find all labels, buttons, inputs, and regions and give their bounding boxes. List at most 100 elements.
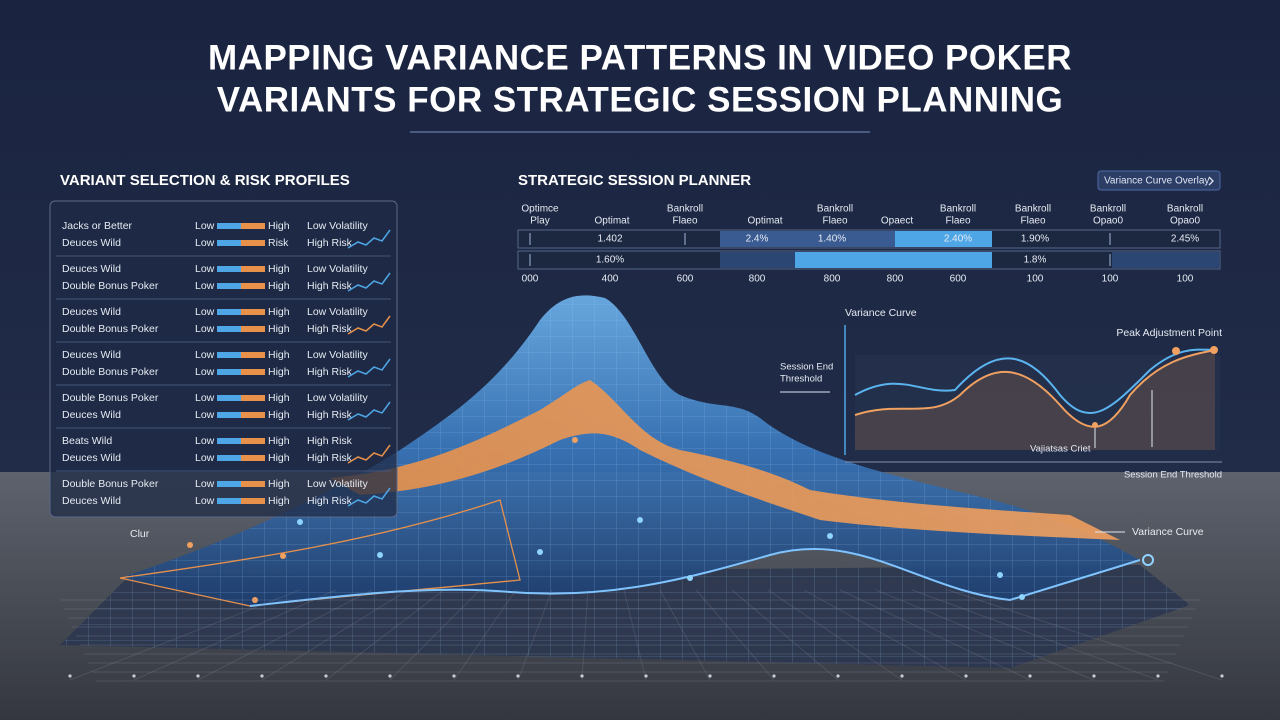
risk-bar-low: [217, 481, 241, 487]
floor-dot: [324, 674, 328, 678]
scale-label: 800: [749, 274, 766, 285]
variant-name: Deuces Wild: [62, 409, 121, 421]
cell: 1.90%: [1021, 234, 1049, 245]
curve-orange: [854, 349, 1216, 428]
floor-dot: [1220, 674, 1224, 678]
floor-dot: [644, 674, 648, 678]
floor-dot: [1028, 674, 1032, 678]
dot: [377, 552, 383, 558]
risk-bar-high: [241, 481, 265, 487]
risk-profile: High Risk: [307, 409, 353, 421]
risk-bar-high: [241, 223, 265, 229]
floor-grid: [325, 589, 445, 681]
cell: 1.60%: [596, 255, 624, 266]
variant-name: Double Bonus Poker: [62, 478, 159, 490]
low-label: Low: [195, 495, 215, 507]
column-header: Bankroll: [667, 204, 703, 215]
risk-profile: Low Volatility: [307, 263, 368, 275]
floor-grid: [659, 589, 711, 681]
variant-name: Deuces Wild: [62, 306, 121, 318]
panel-title: VARIANT SELECTION & RISK PROFILES: [60, 172, 350, 189]
column-header: Bankroll: [817, 204, 853, 215]
floor-grid: [947, 589, 1223, 681]
floor-grid: [911, 589, 1159, 681]
column-header: Opaect: [881, 216, 913, 227]
variant-name: Deuces Wild: [62, 237, 121, 249]
curve-label: Session End Threshold: [1124, 470, 1222, 481]
low-label: Low: [195, 452, 215, 464]
title-line: VARIANTS FOR STRATEGIC SESSION PLANNING: [217, 80, 1064, 119]
risk-bar-low: [217, 498, 241, 504]
variant-name: Deuces Wild: [62, 495, 121, 507]
dot: [687, 575, 693, 581]
risk-profile: High Risk: [307, 452, 353, 464]
risk-profile: Low Volatility: [307, 306, 368, 318]
risk-bar-low: [217, 326, 241, 332]
dot: [297, 519, 303, 525]
floor-dot: [68, 674, 72, 678]
risk-bar-low: [217, 455, 241, 461]
dot: [252, 597, 258, 603]
dot: [1019, 594, 1025, 600]
dot: [280, 553, 286, 559]
curve-label: Vajiatsas Criet: [1030, 444, 1091, 455]
floor-grid: [695, 589, 775, 681]
risk-profile: Low Volatility: [307, 478, 368, 490]
overlay-button-label[interactable]: Variance Curve Overlay: [1104, 176, 1209, 187]
cell: 1.8%: [1024, 255, 1047, 266]
high-label: High: [268, 323, 290, 335]
floor-dot: [580, 674, 584, 678]
floor-dot: [452, 674, 456, 678]
column-header: Opao0: [1093, 216, 1123, 227]
high-label: High: [268, 263, 290, 275]
dot: [537, 549, 543, 555]
high-label: High: [268, 435, 290, 447]
column-header: Play: [530, 216, 549, 227]
floor-grid: [623, 589, 647, 681]
overlay-button[interactable]: [1097, 170, 1221, 191]
risk-bar-low: [217, 369, 241, 375]
risk-profile: Low Volatility: [307, 392, 368, 404]
risk-bar-high: [241, 283, 265, 289]
sparkline: [347, 487, 391, 507]
curve-label: Session End: [780, 362, 833, 373]
risk-profile: High Risk: [307, 237, 353, 249]
risk-bar-high: [241, 266, 265, 272]
variant-name: Double Bonus Poker: [62, 366, 159, 378]
risk-bar-low: [217, 412, 241, 418]
floor-dot: [260, 674, 264, 678]
variant-name: Deuces Wild: [62, 452, 121, 464]
dot: [572, 437, 578, 443]
sparkline: [347, 315, 391, 335]
cell: 2.45%: [1171, 234, 1199, 245]
cell: 2.40%: [944, 234, 972, 245]
cell: 2.4%: [746, 234, 769, 245]
panel-title: STRATEGIC SESSION PLANNER: [518, 172, 751, 189]
sparkline: [347, 229, 391, 249]
high-label: High: [268, 409, 290, 421]
floor-grid: [133, 589, 337, 681]
risk-profile: High Risk: [307, 323, 353, 335]
high-label: High: [268, 280, 290, 292]
column-header: Bankroll: [1015, 204, 1051, 215]
risk-bar-high: [241, 369, 265, 375]
scale-label: 600: [677, 274, 694, 285]
floor-grid: [197, 589, 373, 681]
low-label: Low: [195, 220, 215, 232]
risk-profile: Low Volatility: [307, 220, 368, 232]
floor-dot: [708, 674, 712, 678]
floor-grid: [875, 589, 1095, 681]
low-label: Low: [195, 280, 215, 292]
risk-profile: High Risk: [307, 366, 353, 378]
sparkline: [347, 358, 391, 378]
floor-dot: [1156, 674, 1160, 678]
risk-bar-high: [241, 352, 265, 358]
scale-label: 600: [950, 274, 967, 285]
risk-bar-low: [217, 266, 241, 272]
high-label: High: [268, 495, 290, 507]
column-header: Flaeo: [822, 216, 847, 227]
floor-dot: [388, 674, 392, 678]
risk-bar-high: [241, 326, 265, 332]
variant-name: Deuces Wild: [62, 349, 121, 361]
column-header: Optimce: [521, 204, 559, 215]
